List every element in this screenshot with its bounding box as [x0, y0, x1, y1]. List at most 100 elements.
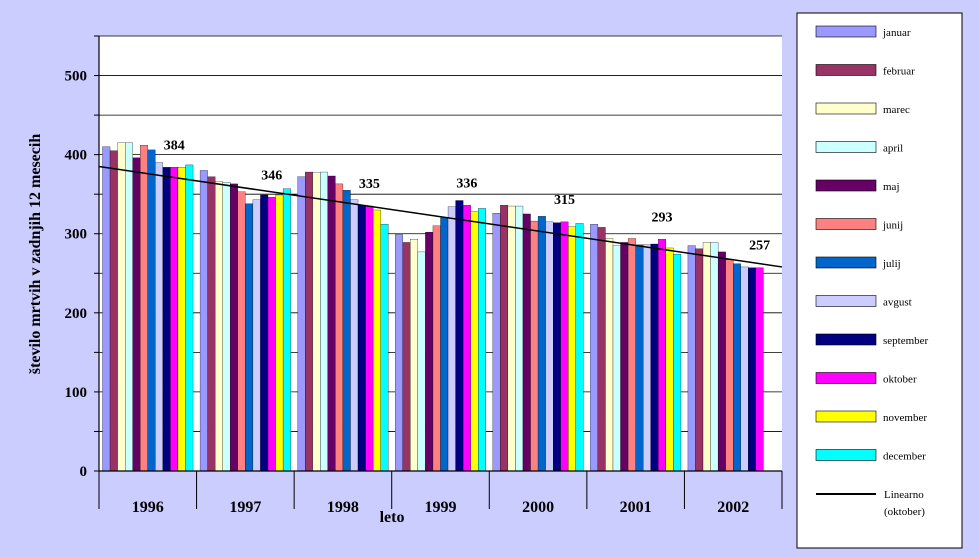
bar-januar-1998: [297, 176, 306, 472]
legend-label: februar: [883, 66, 915, 78]
bar-julij-2002: [733, 263, 741, 472]
bar-julij-2000: [537, 216, 546, 472]
bar-junij-2000: [530, 220, 539, 472]
legend-label: maj: [883, 181, 900, 193]
bar-februar-2000: [500, 205, 509, 472]
legend-label: marec: [883, 104, 910, 116]
bar-oktober-1998: [365, 205, 374, 472]
legend-label: september: [883, 335, 929, 347]
bar-julij-1996: [147, 149, 156, 472]
bar-oktober-1996: [170, 167, 179, 472]
legend-label: Linearno: [884, 489, 924, 501]
bar-november-2001: [665, 247, 674, 472]
legend-swatch-januar: [815, 25, 877, 38]
bar-maj-1999: [425, 231, 434, 472]
bar-december-1998: [380, 224, 389, 472]
x-tick-label: 1997: [229, 499, 261, 516]
legend-swatch-maj: [815, 179, 877, 192]
bar-marec-2000: [507, 205, 516, 472]
data-label: 336: [456, 176, 477, 191]
bar-marec-1996: [117, 142, 126, 472]
bar-december-2001: [673, 254, 682, 472]
bar-julij-1999: [440, 217, 449, 472]
x-tick-label: 1999: [425, 499, 457, 516]
legend-swatch-december: [815, 449, 877, 461]
bar-marec-1997: [215, 181, 223, 472]
legend-label: december: [883, 451, 926, 463]
x-tick-labels: 1996 1997 1998 1999 2000 2001 2002: [132, 499, 749, 516]
bar-december-1996: [185, 164, 194, 472]
bar-april-2000: [515, 205, 524, 472]
bar-april-1999: [417, 251, 426, 472]
bar-september-2001: [650, 243, 659, 472]
x-tick-label: 1996: [132, 499, 164, 516]
bar-oktober-2000: [560, 221, 569, 472]
bar-oktober-2002: [755, 267, 764, 472]
bar-november-1997: [275, 194, 284, 472]
bar-januar-2000: [492, 213, 501, 472]
axes: [94, 35, 783, 509]
bar-julij-2001: [635, 244, 644, 472]
data-labels: 384 346 335 336 315 293 257: [164, 138, 770, 253]
legend-swatch-avgust: [815, 295, 877, 307]
legend-label: november: [883, 412, 927, 424]
legend-label: oktober: [883, 374, 917, 386]
bar-september-2000: [553, 222, 561, 472]
data-label: 346: [261, 168, 282, 183]
y-tick-labels: 0 100 200 300 400 500: [65, 69, 88, 480]
bar-april-1998: [320, 171, 328, 472]
bar-januar-1997: [199, 170, 208, 472]
bar-november-1998: [372, 209, 381, 472]
y-tick-label: 300: [65, 227, 88, 243]
legend-swatch-september: [815, 333, 877, 346]
bar-julij-1998: [342, 190, 351, 472]
bar-maj-1997: [230, 183, 238, 472]
bar-marec-1999: [410, 239, 419, 472]
bar-februar-1998: [305, 171, 313, 472]
bar-avgust-2001: [643, 244, 651, 472]
legend-swatch-februar: [815, 64, 877, 76]
bar-februar-2001: [597, 227, 606, 472]
legend-swatch-november: [815, 410, 877, 423]
legend-label: (oktober): [884, 506, 925, 518]
bar-oktober-1999: [462, 205, 471, 472]
bar-junij-1997: [237, 191, 246, 472]
bar-junij-2002: [725, 259, 734, 472]
bar-april-2001: [612, 245, 621, 472]
bar-november-2000: [568, 226, 576, 472]
bar-januar-1999: [395, 234, 403, 472]
x-tick-label: 2000: [522, 499, 554, 516]
y-tick-label: 0: [80, 464, 88, 480]
y-axis-title: število mrtvih v zadnjih 12 mesecih: [27, 134, 44, 375]
bar-maj-1998: [327, 175, 336, 472]
data-label: 257: [749, 239, 770, 254]
bar-september-1998: [357, 205, 366, 472]
bar-maj-1996: [132, 157, 141, 472]
y-tick-label: 200: [65, 306, 88, 322]
legend-label: april: [883, 143, 903, 155]
bar-avgust-1998: [350, 199, 359, 472]
y-tick-label: 400: [65, 148, 88, 164]
legend-swatch-marec: [815, 102, 877, 115]
bar-januar-2001: [590, 224, 599, 472]
legend-label: julij: [882, 258, 901, 270]
legend-label: januar: [882, 27, 911, 39]
bar-februar-1997: [207, 176, 216, 472]
bar-marec-1998: [312, 172, 321, 472]
x-tick-label: 2001: [620, 499, 652, 516]
legend-label: avgust: [883, 297, 912, 309]
y-tick-label: 100: [65, 385, 88, 401]
bar-marec-2002: [702, 242, 711, 472]
x-axis-title: leto: [380, 509, 405, 526]
bar-februar-1999: [402, 242, 411, 472]
bar-september-2002: [748, 267, 757, 472]
bar-maj-2002: [717, 251, 726, 472]
bar-junij-2001: [627, 238, 636, 472]
bar-avgust-1999: [447, 206, 456, 472]
bar-november-1996: [177, 167, 186, 472]
bar-december-1999: [478, 208, 486, 472]
trendline: [98, 165, 783, 268]
legend-box: [796, 12, 963, 549]
bar-april-1997: [222, 182, 231, 472]
